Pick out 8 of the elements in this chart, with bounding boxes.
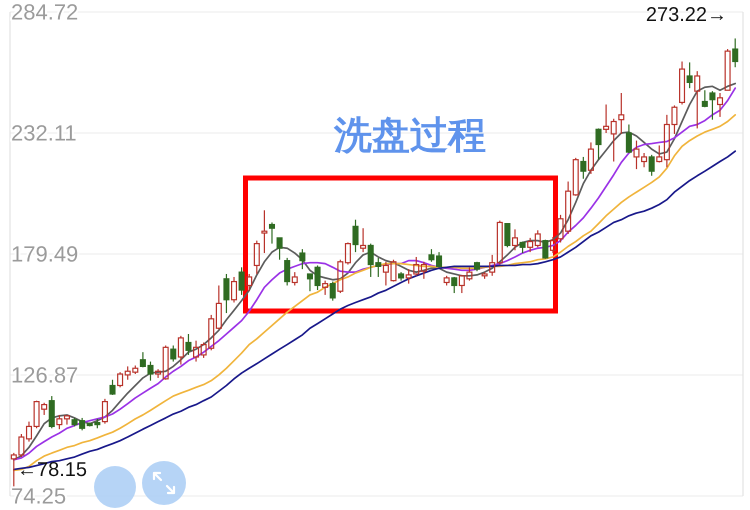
y-tick-label: 74.25 bbox=[11, 484, 66, 508]
annotation: ←78.15 bbox=[17, 459, 88, 481]
annotation: 273.22→ bbox=[646, 4, 727, 26]
annotation: 洗盘过程 bbox=[334, 115, 486, 157]
y-tick-label: 232.11 bbox=[11, 120, 77, 146]
y-tick-label: 126.87 bbox=[11, 362, 78, 388]
y-tick-label: 284.72 bbox=[11, 0, 78, 24]
y-tick-label: 179.49 bbox=[11, 242, 78, 266]
